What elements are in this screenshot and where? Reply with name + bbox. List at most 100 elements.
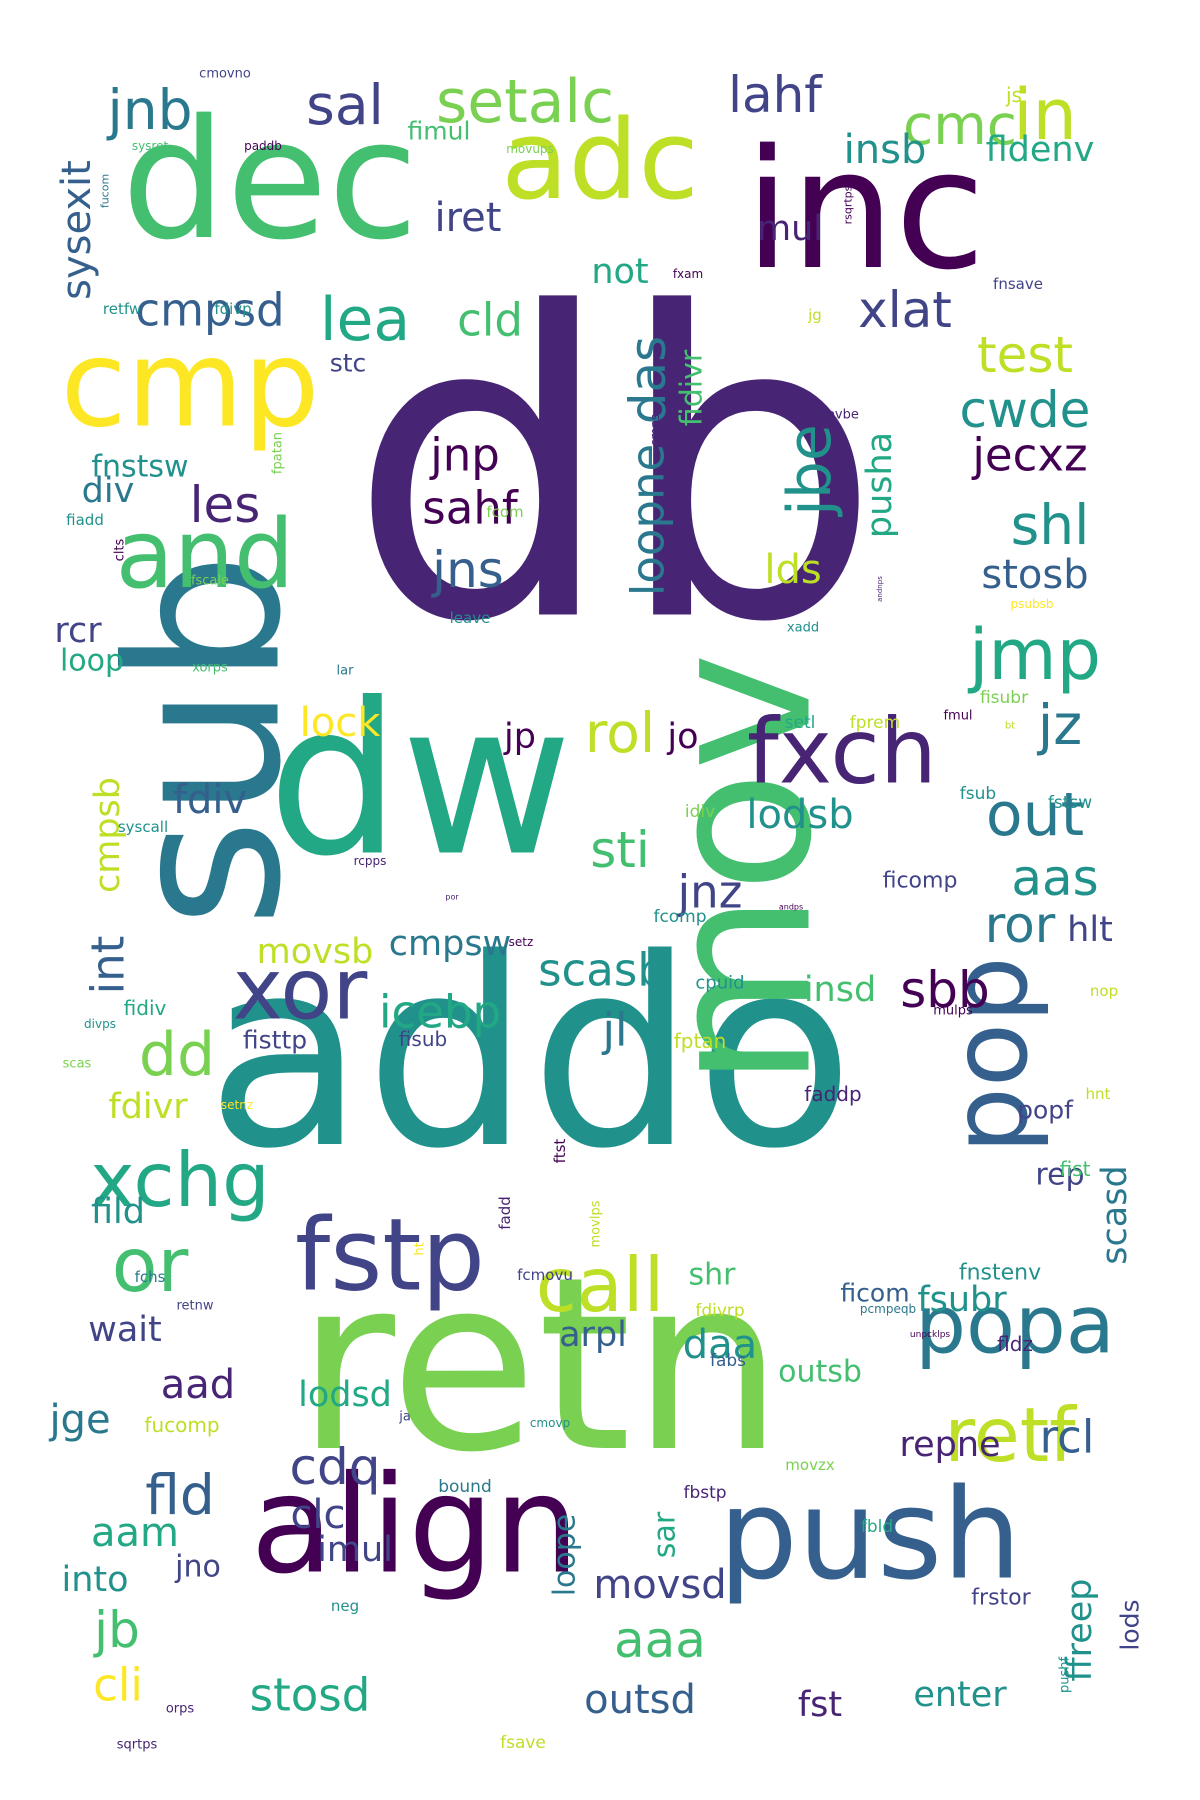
word-ffreep: ffreep [1060, 1578, 1100, 1681]
word-aas: aas [1011, 849, 1098, 907]
word-fisubr: fisubr [980, 688, 1028, 708]
word-fist: fist [1060, 1157, 1091, 1181]
word-orps: orps [166, 1702, 195, 1717]
word-div: div [82, 471, 135, 511]
word-rcr: rcr [54, 611, 102, 651]
word-cpuid: cpuid [695, 973, 744, 994]
word-fstp: fstp [295, 1197, 485, 1314]
word-enter: enter [913, 1675, 1007, 1715]
word-psubsb: psubsb [1011, 597, 1054, 611]
word-fstsw: fstsw [1048, 793, 1092, 813]
word-lods: lods [1116, 1599, 1145, 1650]
word-idiv: idiv [685, 802, 715, 822]
word-sysexit: sysexit [54, 160, 100, 300]
word-lock: lock [300, 700, 382, 746]
word-jns: jns [431, 541, 504, 599]
word-xorps: xorps [192, 661, 228, 676]
word-fnsave: fnsave [993, 275, 1043, 293]
word-setnz: setnz [221, 1098, 253, 1112]
word-fild: fild [91, 1192, 145, 1232]
word-fptan: fptan [674, 1029, 727, 1053]
word-pusha: pusha [860, 432, 900, 538]
word-cmovbe: cmovbe [807, 408, 859, 423]
word-rol: rol [585, 701, 655, 765]
word-frstor: frstor [971, 1586, 1031, 1611]
word-adc: adc [501, 96, 699, 224]
word-fnstenv: fnstenv [959, 1261, 1041, 1286]
word-cwde: cwde [960, 381, 1091, 439]
word-ficom: ficom [840, 1279, 909, 1308]
word-fld: fld [145, 1463, 215, 1527]
word-fdivr: fdivr [108, 1087, 188, 1127]
word-jnp: jnp [429, 429, 500, 482]
word-jnb: jnb [106, 78, 192, 142]
word-movups: movups [506, 142, 554, 156]
word-hnt: hnt [1086, 1085, 1111, 1103]
word-ftst: ftst [551, 1139, 569, 1164]
word-fadd: fadd [496, 1196, 514, 1230]
word-bound: bound [438, 1477, 492, 1497]
word-sqrtps: sqrtps [117, 1738, 158, 1753]
word-jno: jno [174, 1550, 221, 1585]
word-into: into [61, 1560, 128, 1600]
word-lodsd: lodsd [298, 1375, 392, 1415]
word-jnz: jnz [677, 866, 743, 919]
word-inc: inc [744, 114, 985, 306]
word-wait: wait [88, 1310, 162, 1350]
word-insb: insb [844, 127, 927, 173]
word-jp: jp [503, 717, 536, 757]
word-fscale: fscale [191, 574, 229, 589]
word-fbstp: fbstp [683, 1483, 726, 1503]
word-clc: clc [290, 1492, 345, 1538]
word-cmovp: cmovp [530, 1416, 570, 1430]
word-loope: loope [548, 1514, 583, 1597]
word-clts: clts [113, 538, 128, 561]
word-lds: lds [764, 547, 821, 593]
word-outsd: outsd [584, 1677, 696, 1723]
word-fimul: fimul [408, 117, 471, 146]
word-test: test [977, 326, 1073, 384]
word-lea: lea [320, 285, 410, 355]
word-fucomp: fucomp [144, 1413, 219, 1437]
word-fchs: fchs [135, 1268, 166, 1286]
word-les: les [190, 476, 261, 534]
word-aam: aam [91, 1510, 179, 1556]
word-bt: bt [1005, 721, 1015, 732]
word-jecxz: jecxz [971, 429, 1087, 482]
word-cdq: cdq [290, 1438, 381, 1496]
word-fabs: fabs [710, 1351, 746, 1371]
word-in: in [1013, 74, 1077, 156]
word-pushf: pushf [1058, 1657, 1073, 1694]
word-daa: daa [683, 1322, 757, 1368]
word-fisub: fisub [399, 1027, 447, 1051]
word-rcpps: rcpps [354, 854, 387, 868]
word-aad: aad [161, 1362, 235, 1408]
word-fbld: fbld [861, 1517, 893, 1537]
word-unpcklps: unpcklps [910, 1330, 950, 1340]
word-setz: setz [509, 935, 534, 949]
word-sti: sti [590, 821, 650, 879]
word-rcl: rcl [1040, 1411, 1095, 1464]
word-fdivrp: fdivrp [695, 1301, 744, 1321]
word-fidiv: fidiv [124, 996, 167, 1020]
word-setalc: setalc [436, 67, 614, 137]
word-fxam: fxam [673, 267, 703, 281]
word-fdiv: fdiv [173, 777, 247, 823]
word-jo: jo [666, 717, 698, 757]
word-movsd: movsd [593, 1562, 726, 1608]
word-popf: popf [1017, 1096, 1074, 1125]
word-stosb: stosb [981, 552, 1088, 598]
word-loopne: loopne [622, 444, 675, 596]
word-fnstsw: fnstsw [91, 450, 188, 485]
word-retnw: retnw [176, 1299, 213, 1314]
word-paddb: paddb [244, 139, 282, 153]
word-jz: jz [1037, 693, 1082, 757]
word-aaa: aaa [614, 1611, 706, 1669]
word-jge: jge [48, 1397, 110, 1443]
word-repne: repne [899, 1425, 1000, 1465]
word-and: and [116, 500, 295, 610]
word-andnps: andnps [876, 576, 884, 602]
word-fcmovu: fcmovu [517, 1266, 573, 1284]
word-hlt: hlt [1067, 910, 1113, 950]
